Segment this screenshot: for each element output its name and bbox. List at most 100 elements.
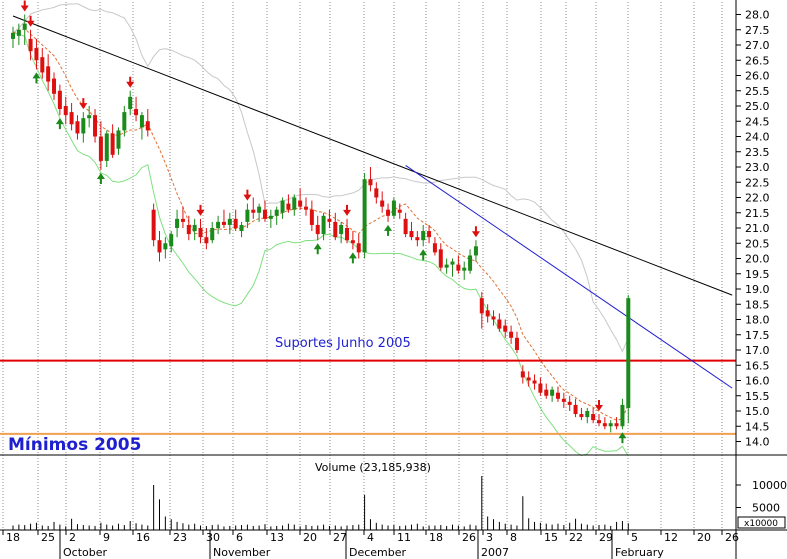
candle-body (345, 228, 350, 241)
x-day-label: 29 (599, 531, 613, 544)
price-tick-label: 21.5 (745, 207, 770, 220)
price-tick-label: 16.5 (745, 359, 770, 372)
trend-lines (12, 15, 733, 389)
candle-body (175, 218, 180, 228)
candle-body (257, 206, 262, 213)
buy-arrow (55, 118, 64, 130)
x-month-label: 2007 (481, 546, 509, 559)
candle-body (110, 133, 115, 155)
price-tick-label: 25.5 (745, 85, 770, 98)
candle-body (46, 66, 51, 82)
x-day-label: 5 (631, 531, 638, 544)
x-month-label: November (213, 546, 271, 559)
x-day-label: 20 (697, 531, 711, 544)
candle-body (11, 32, 15, 39)
candle-body (497, 319, 502, 329)
candle-body (608, 423, 613, 427)
candle-body (550, 389, 555, 396)
price-tick-label: 25.0 (745, 100, 770, 113)
sell-arrow (595, 400, 603, 412)
candle-body (163, 243, 168, 250)
candle-body (227, 218, 232, 225)
candle-body (75, 121, 80, 134)
x-day-label: 2 (69, 531, 76, 544)
candle-body (626, 298, 631, 408)
x-day-label: 26 (462, 531, 476, 544)
price-tick-label: 14.0 (745, 436, 770, 449)
x-axis-ticks: 18 25 2 9 16 23 30 6 13 20 27 4 11 18 26 3 8 15 22 29 5 12 20 2… (2, 530, 739, 559)
volume-tick-label: 10000 (752, 479, 787, 492)
buy-arrow (313, 243, 322, 255)
sell-arrow (79, 98, 88, 110)
candle-body (52, 78, 57, 94)
candle-body (216, 221, 221, 228)
candle-body (350, 240, 355, 244)
candle-body (427, 231, 432, 238)
signal-arrows (20, 0, 627, 444)
candle-body (468, 255, 473, 271)
candle-body (180, 218, 185, 222)
price-tick-label: 22.5 (745, 176, 770, 189)
candle-body (321, 215, 326, 235)
candle-body (403, 218, 408, 235)
x-day-label: 27 (333, 531, 347, 544)
x-day-label: 8 (510, 531, 517, 544)
candle-body (122, 112, 127, 131)
price-tick-label: 27.0 (745, 39, 770, 52)
candle-body (620, 404, 625, 427)
candle-body (128, 96, 133, 110)
price-tick-label: 26.5 (745, 54, 770, 67)
candle-body (210, 228, 215, 241)
candle-body (151, 209, 156, 241)
candle-body (315, 224, 320, 235)
x-month-label: February (615, 546, 664, 559)
price-axis-ticks: 14.0 14.5 15.0 15.5 16.0 16.5 17.0 17.5 18.0 18.5… (736, 9, 770, 449)
x-day-label: 15 (544, 531, 558, 544)
candle-body (356, 243, 361, 253)
x-day-label: 22 (569, 531, 583, 544)
x-day-label: 25 (41, 531, 55, 544)
candle-body (397, 209, 402, 213)
price-tick-label: 17.0 (745, 344, 770, 357)
price-tick-label: 28.0 (745, 9, 770, 22)
buy-arrow (618, 432, 627, 444)
candle-body (304, 206, 308, 210)
candle-body (268, 215, 273, 219)
candle-body (280, 200, 285, 213)
candle-body (614, 423, 619, 427)
candle-body (34, 48, 39, 61)
bollinger-upper (12, 3, 629, 353)
candle-body (544, 389, 549, 396)
price-tick-label: 16.0 (745, 375, 770, 388)
candle-body (415, 237, 420, 241)
candle-body (16, 29, 21, 36)
candle-body (462, 267, 467, 271)
candle-body (87, 115, 92, 119)
candle-body (532, 380, 537, 384)
price-tick-label: 15.5 (745, 390, 770, 403)
x-day-label: 30 (206, 531, 220, 544)
candle-body (274, 209, 279, 216)
candle-body (526, 377, 531, 381)
candle-body (69, 112, 74, 125)
moving-average-short (12, 28, 629, 421)
candle-body (233, 218, 238, 228)
volume-unit-box (737, 516, 786, 529)
candle-body (391, 200, 396, 216)
sell-arrow (196, 204, 205, 216)
candle-body (555, 392, 560, 399)
buy-arrow (384, 224, 393, 236)
x-day-label: 11 (397, 531, 411, 544)
candle-body (567, 401, 572, 405)
moving-averages (12, 3, 629, 457)
buy-arrow (96, 173, 105, 185)
candle-body (134, 109, 139, 116)
x-day-label: 23 (173, 531, 187, 544)
candle-body (491, 316, 496, 320)
support-lines (0, 359, 736, 435)
candle-body (116, 130, 121, 149)
candle-body (57, 90, 62, 110)
candle-body (298, 200, 303, 207)
trend-line (405, 165, 733, 389)
candle-body (139, 115, 144, 128)
